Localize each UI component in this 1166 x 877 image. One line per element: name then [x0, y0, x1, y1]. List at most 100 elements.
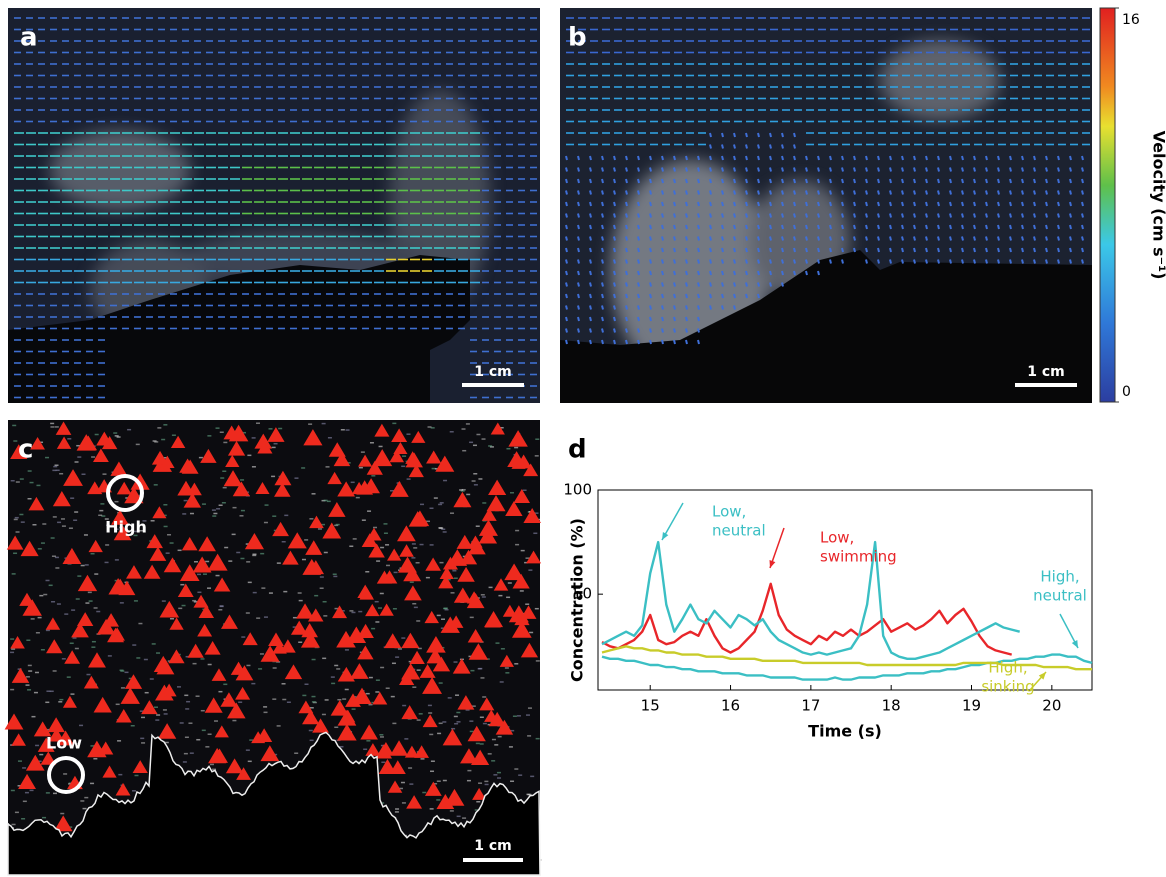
- particle: [189, 752, 194, 754]
- vector: [661, 155, 664, 161]
- vector: [925, 236, 928, 241]
- particle: [134, 774, 139, 777]
- particle-marker: [103, 613, 120, 627]
- particle: [27, 497, 32, 500]
- vector: [709, 293, 712, 299]
- particle: [390, 490, 395, 492]
- vector: [889, 201, 892, 207]
- particle: [443, 479, 448, 482]
- particle: [251, 437, 256, 439]
- particle-marker: [46, 639, 63, 654]
- particle: [408, 660, 413, 663]
- particle: [10, 638, 15, 640]
- particle: [436, 614, 441, 617]
- particle-marker: [254, 433, 273, 449]
- particle: [176, 686, 181, 688]
- particle: [433, 782, 438, 785]
- vector: [1057, 155, 1060, 161]
- vector: [805, 213, 808, 218]
- vector: [637, 305, 640, 310]
- vector: [589, 339, 592, 345]
- particle-marker: [153, 655, 173, 672]
- vector: [1069, 178, 1072, 184]
- particle: [522, 489, 527, 492]
- particle: [527, 707, 532, 709]
- vector: [781, 190, 784, 195]
- vector: [757, 155, 760, 161]
- particle: [120, 687, 125, 689]
- particle-marker: [260, 745, 280, 762]
- particle-marker: [468, 643, 489, 660]
- particle: [469, 616, 474, 619]
- vector: [853, 155, 856, 161]
- particle-marker: [305, 540, 323, 555]
- particle-marker: [301, 623, 318, 638]
- vector: [817, 190, 820, 195]
- vector: [781, 236, 784, 241]
- particle: [87, 591, 92, 594]
- vector: [565, 316, 568, 322]
- particle: [368, 676, 373, 679]
- particle: [120, 670, 125, 672]
- vector: [661, 259, 664, 264]
- vector: [769, 167, 772, 172]
- vector: [1033, 201, 1036, 207]
- particle: [406, 478, 411, 480]
- vector: [1081, 167, 1084, 172]
- particle: [346, 462, 351, 464]
- vector: [889, 178, 892, 184]
- particle: [323, 551, 328, 554]
- vector: [565, 178, 568, 184]
- vector: [649, 201, 652, 207]
- vector: [625, 213, 628, 218]
- vector: [877, 167, 880, 172]
- particle-marker: [337, 666, 355, 682]
- particle-marker: [424, 610, 439, 624]
- particle: [282, 698, 287, 701]
- vector: [649, 224, 652, 230]
- particle: [358, 610, 363, 613]
- particle-marker: [330, 700, 349, 716]
- arrow-head: [662, 532, 669, 540]
- particle-marker: [10, 444, 28, 459]
- particle: [351, 611, 356, 614]
- particle: [21, 818, 26, 820]
- particle: [10, 789, 15, 792]
- particle: [142, 520, 147, 522]
- vector: [769, 190, 772, 195]
- particle: [102, 473, 107, 475]
- vector: [973, 178, 976, 184]
- vector: [889, 167, 892, 172]
- particle-marker: [303, 429, 323, 446]
- vector: [673, 224, 676, 230]
- particle: [212, 515, 217, 517]
- particle-marker: [512, 573, 530, 589]
- vector: [601, 316, 604, 322]
- vector: [1009, 155, 1012, 161]
- particle: [400, 781, 405, 784]
- particle-marker: [401, 632, 420, 649]
- particle: [272, 667, 277, 669]
- particle-marker: [227, 440, 246, 456]
- particle: [453, 577, 458, 579]
- particle: [162, 709, 167, 711]
- particle: [326, 500, 331, 503]
- particle: [360, 451, 365, 453]
- vector: [853, 224, 856, 230]
- vector: [601, 178, 604, 184]
- particle: [10, 479, 15, 482]
- vector: [709, 144, 712, 149]
- vector: [697, 316, 700, 322]
- panel-a: 1 cm: [8, 8, 540, 403]
- particle: [42, 816, 47, 819]
- particle-marker: [98, 741, 114, 755]
- vector: [805, 190, 808, 195]
- particle: [453, 661, 458, 663]
- vector: [1081, 178, 1084, 184]
- particle-marker: [132, 760, 148, 774]
- vector: [745, 178, 748, 184]
- vector: [997, 236, 1000, 241]
- particle: [186, 700, 191, 703]
- particle-marker: [397, 525, 416, 542]
